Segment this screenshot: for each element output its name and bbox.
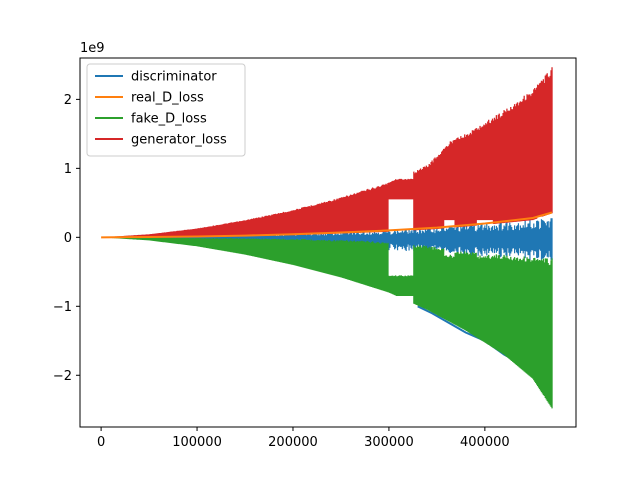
legend-label: real_D_loss xyxy=(131,91,204,106)
legend-label: generator_loss xyxy=(131,133,227,148)
fake-d-loss-band xyxy=(101,237,553,409)
legend-label: fake_D_loss xyxy=(131,112,207,127)
y-axis: −2 −1 0 1 2 xyxy=(53,93,80,384)
generator-loss-band xyxy=(101,67,553,238)
series-generator-loss xyxy=(101,67,553,238)
axes-frame xyxy=(79,57,577,428)
x-tick-label: 200000 xyxy=(268,435,318,450)
y-tick-label: 0 xyxy=(64,231,72,246)
x-tick-label: 100000 xyxy=(172,435,222,450)
real-d-loss-line xyxy=(101,211,553,239)
y-tick-label: 2 xyxy=(64,93,72,108)
legend: discriminator real_D_loss fake_D_lossgener… xyxy=(86,63,246,157)
y-axis-offset-label: 1e9 xyxy=(80,41,105,56)
plot-area xyxy=(101,67,553,409)
y-tick-label: −1 xyxy=(53,300,72,315)
x-axis: 0 100000 200000 300000 400000 xyxy=(97,427,510,450)
x-tick-label: 0 xyxy=(97,435,105,450)
series-real-d-loss xyxy=(101,211,553,239)
x-tick-label: 300000 xyxy=(364,435,414,450)
legend-label: discriminator xyxy=(131,70,217,85)
x-tick-label: 400000 xyxy=(460,435,510,450)
y-tick-label: 1 xyxy=(64,162,72,177)
series-fake-d-loss xyxy=(101,237,553,409)
legend-box xyxy=(86,63,246,157)
y-tick-label: −2 xyxy=(53,369,72,384)
